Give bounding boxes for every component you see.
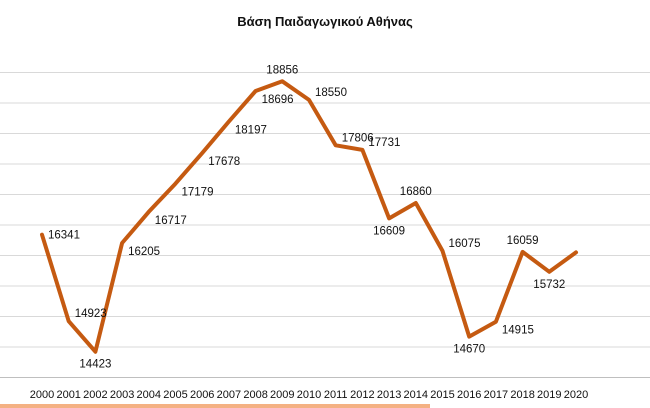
x-axis: 2000 2001 2002 2003 2004 2005 2006 2007 2008 2009…	[0, 377, 650, 401]
data-label: 17179	[182, 187, 214, 199]
data-label: 17806	[342, 132, 374, 144]
data-label: 16609	[373, 225, 405, 237]
data-point	[575, 251, 577, 253]
x-tick-label: 2000	[30, 389, 54, 401]
x-tick-label: 2015	[430, 389, 454, 401]
data-label: 16717	[155, 215, 187, 227]
x-tick-label: 2016	[457, 389, 481, 401]
data-label: 17731	[368, 137, 400, 149]
data-point	[522, 251, 524, 253]
data-point	[255, 90, 257, 92]
data-point	[201, 152, 203, 154]
data-point	[148, 211, 150, 213]
data-label: 17678	[208, 156, 240, 168]
x-tick-label: 2002	[83, 389, 107, 401]
x-tick-label: 2018	[510, 389, 534, 401]
data-point	[121, 242, 123, 244]
series-layer	[40, 79, 578, 354]
data-label: 14423	[79, 359, 111, 371]
x-tick-label: 2012	[350, 389, 374, 401]
data-label: 14923	[75, 308, 107, 320]
x-tick-label: 2004	[137, 389, 161, 401]
data-point	[94, 351, 96, 353]
data-point	[361, 149, 363, 151]
data-point	[308, 99, 310, 101]
data-label: 14915	[502, 325, 534, 337]
x-tick-label: 2003	[110, 389, 134, 401]
data-label: 18550	[315, 87, 347, 99]
data-label: 18696	[262, 94, 294, 106]
data-point	[335, 144, 337, 146]
series-line	[40, 79, 578, 354]
data-point	[228, 120, 230, 122]
data-label: 16059	[507, 235, 539, 247]
data-labels: 16341 14923 14423 16205 16717 17179 17678 18197…	[48, 64, 565, 370]
x-tick-label: 2008	[243, 389, 267, 401]
x-tick-label: 2009	[270, 389, 294, 401]
data-point	[468, 336, 470, 338]
x-tick-label: 2013	[377, 389, 401, 401]
data-point	[41, 234, 43, 236]
data-point	[415, 202, 417, 204]
data-point	[388, 217, 390, 219]
x-tick-label: 2007	[217, 389, 241, 401]
data-point	[495, 321, 497, 323]
x-tick-label: 2011	[324, 389, 348, 401]
x-tick-label: 2001	[56, 389, 80, 401]
x-tick-label: 2020	[564, 389, 588, 401]
x-tick-label: 2017	[484, 389, 508, 401]
gridlines	[0, 72, 650, 348]
data-point	[175, 183, 176, 185]
chart-title: Βάση Παιδαγωγικού Αθήνας	[237, 14, 413, 29]
data-point	[68, 320, 70, 322]
x-tick-label: 2014	[404, 389, 428, 401]
data-label: 14670	[453, 344, 485, 356]
x-tick-label: 2005	[163, 389, 187, 401]
data-label: 18197	[235, 124, 267, 136]
x-tick-label: 2010	[297, 389, 321, 401]
data-label: 16205	[128, 246, 160, 258]
data-label: 16341	[48, 230, 80, 242]
x-tick-label: 2019	[537, 389, 561, 401]
data-label: 16860	[400, 186, 432, 198]
data-label: 15732	[533, 279, 565, 291]
data-point	[548, 271, 550, 273]
data-point	[281, 80, 283, 82]
data-point	[442, 250, 443, 252]
data-label: 18856	[266, 64, 298, 76]
bottom-accent-bar	[0, 404, 430, 408]
x-tick-label: 2006	[190, 389, 214, 401]
data-label: 16075	[449, 238, 481, 250]
